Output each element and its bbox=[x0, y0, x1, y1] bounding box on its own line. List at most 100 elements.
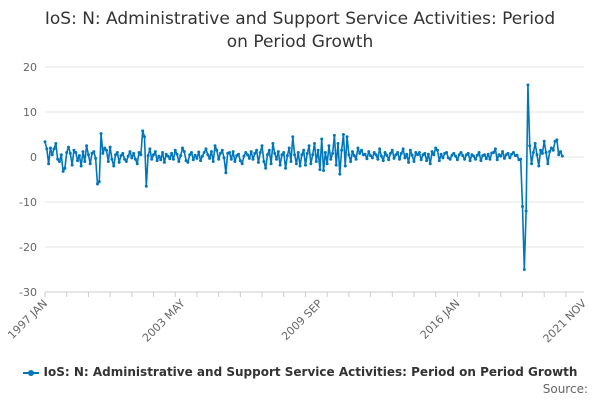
data-point[interactable] bbox=[273, 151, 277, 155]
data-point[interactable] bbox=[99, 132, 103, 136]
data-point[interactable] bbox=[524, 209, 528, 213]
data-point[interactable] bbox=[86, 153, 90, 157]
data-point[interactable] bbox=[410, 153, 414, 157]
data-point[interactable] bbox=[354, 157, 358, 161]
data-point[interactable] bbox=[106, 160, 110, 163]
data-point[interactable] bbox=[511, 151, 515, 154]
data-point[interactable] bbox=[45, 147, 49, 151]
data-point[interactable] bbox=[457, 153, 461, 157]
data-point[interactable] bbox=[323, 151, 327, 154]
data-point[interactable] bbox=[289, 160, 293, 163]
data-point[interactable] bbox=[200, 154, 204, 158]
data-point[interactable] bbox=[331, 151, 335, 155]
data-point[interactable] bbox=[190, 151, 194, 154]
data-point[interactable] bbox=[123, 157, 127, 161]
data-point[interactable] bbox=[548, 150, 552, 154]
data-point[interactable] bbox=[114, 153, 118, 157]
data-point[interactable] bbox=[484, 157, 488, 161]
data-point[interactable] bbox=[112, 164, 116, 168]
data-point[interactable] bbox=[493, 147, 497, 151]
data-point[interactable] bbox=[432, 153, 436, 157]
data-point[interactable] bbox=[220, 148, 224, 152]
data-point[interactable] bbox=[258, 151, 262, 154]
data-point[interactable] bbox=[275, 157, 279, 161]
data-point[interactable] bbox=[452, 151, 456, 155]
data-point[interactable] bbox=[162, 160, 166, 164]
data-point[interactable] bbox=[390, 148, 394, 152]
data-point[interactable] bbox=[367, 150, 371, 154]
data-point[interactable] bbox=[224, 171, 228, 175]
data-point[interactable] bbox=[334, 163, 338, 167]
data-point[interactable] bbox=[206, 153, 210, 157]
data-point[interactable] bbox=[56, 157, 60, 161]
data-point[interactable] bbox=[291, 135, 295, 139]
data-point[interactable] bbox=[383, 151, 387, 154]
data-point[interactable] bbox=[461, 154, 465, 158]
data-point[interactable] bbox=[528, 144, 532, 148]
data-point[interactable] bbox=[526, 83, 530, 87]
data-point[interactable] bbox=[336, 142, 340, 145]
data-point[interactable] bbox=[466, 151, 470, 155]
data-point[interactable] bbox=[533, 142, 537, 145]
data-point[interactable] bbox=[558, 150, 562, 154]
data-point[interactable] bbox=[47, 162, 51, 166]
data-point[interactable] bbox=[249, 150, 253, 154]
data-point[interactable] bbox=[302, 148, 306, 152]
data-point[interactable] bbox=[358, 151, 362, 155]
data-point[interactable] bbox=[195, 156, 199, 160]
data-point[interactable] bbox=[472, 154, 476, 158]
data-point[interactable] bbox=[350, 150, 354, 154]
data-point[interactable] bbox=[546, 162, 550, 166]
data-point[interactable] bbox=[370, 156, 374, 160]
data-point[interactable] bbox=[153, 150, 157, 154]
data-point[interactable] bbox=[329, 157, 333, 161]
data-point[interactable] bbox=[70, 163, 74, 167]
data-point[interactable] bbox=[85, 144, 89, 148]
data-point[interactable] bbox=[126, 154, 130, 158]
data-point[interactable] bbox=[430, 150, 434, 154]
data-point[interactable] bbox=[271, 142, 275, 145]
data-point[interactable] bbox=[229, 157, 233, 161]
data-point[interactable] bbox=[59, 153, 63, 157]
data-point[interactable] bbox=[94, 156, 98, 160]
data-point[interactable] bbox=[170, 151, 174, 155]
data-point[interactable] bbox=[479, 159, 483, 163]
data-point[interactable] bbox=[401, 147, 405, 151]
data-point[interactable] bbox=[256, 160, 260, 164]
data-point[interactable] bbox=[303, 163, 307, 167]
data-point[interactable] bbox=[139, 153, 143, 157]
data-point[interactable] bbox=[439, 152, 443, 156]
data-point[interactable] bbox=[101, 151, 105, 155]
data-point[interactable] bbox=[327, 144, 331, 148]
data-point[interactable] bbox=[434, 146, 438, 150]
data-point[interactable] bbox=[340, 148, 344, 152]
data-point[interactable] bbox=[300, 153, 304, 157]
data-point[interactable] bbox=[262, 160, 266, 163]
data-point[interactable] bbox=[213, 144, 217, 148]
data-point[interactable] bbox=[360, 148, 364, 152]
data-point[interactable] bbox=[218, 151, 222, 155]
data-point[interactable] bbox=[108, 145, 112, 149]
data-point[interactable] bbox=[309, 162, 313, 166]
data-point[interactable] bbox=[83, 160, 87, 163]
data-point[interactable] bbox=[92, 150, 96, 154]
data-point[interactable] bbox=[233, 160, 237, 163]
data-point[interactable] bbox=[347, 153, 351, 157]
data-point[interactable] bbox=[521, 205, 524, 208]
data-point[interactable] bbox=[540, 151, 544, 155]
data-point[interactable] bbox=[238, 159, 242, 163]
data-point[interactable] bbox=[68, 151, 72, 155]
data-point[interactable] bbox=[313, 142, 316, 145]
data-point[interactable] bbox=[180, 146, 184, 150]
data-point[interactable] bbox=[508, 156, 512, 160]
data-point[interactable] bbox=[296, 151, 300, 154]
data-point[interactable] bbox=[318, 168, 322, 172]
data-point[interactable] bbox=[161, 151, 165, 154]
data-point[interactable] bbox=[349, 160, 353, 163]
legend[interactable]: IoS: N: Administrative and Support Servi… bbox=[0, 365, 600, 379]
data-point[interactable] bbox=[253, 151, 257, 155]
data-point[interactable] bbox=[77, 154, 81, 158]
data-point[interactable] bbox=[298, 164, 302, 168]
data-point[interactable] bbox=[332, 133, 336, 137]
data-point[interactable] bbox=[157, 154, 161, 158]
